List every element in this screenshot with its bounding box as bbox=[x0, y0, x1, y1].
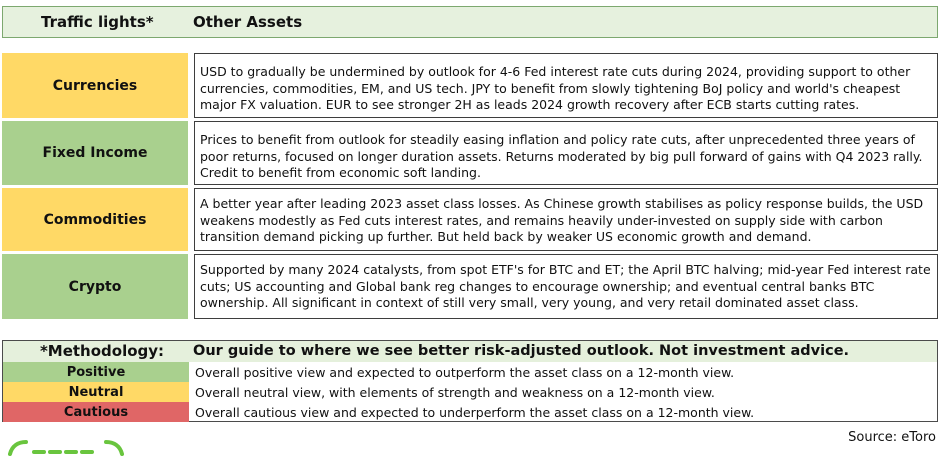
legend-text: Overall neutral view, with elements of s… bbox=[195, 384, 715, 400]
asset-name-cell: Fixed Income bbox=[2, 121, 188, 185]
asset-name-cell: Currencies bbox=[2, 53, 188, 118]
asset-description: Prices to benefit from outlook for stead… bbox=[194, 121, 938, 185]
traffic-lights-heading: Traffic lights* bbox=[41, 13, 154, 31]
etoro-logo-icon bbox=[8, 440, 124, 456]
methodology-title: *Methodology: bbox=[39, 342, 165, 360]
legend-label: Positive bbox=[3, 362, 189, 382]
asset-name-cell: Commodities bbox=[2, 188, 188, 251]
asset-row-commodities: Commodities A better year after leading … bbox=[2, 188, 938, 251]
legend-row-neutral: Neutral Overall neutral view, with eleme… bbox=[3, 382, 937, 402]
asset-row-crypto: Crypto Supported by many 2024 catalysts,… bbox=[2, 254, 938, 319]
legend-row-positive: Positive Overall positive view and expec… bbox=[3, 362, 937, 382]
legend-label: Neutral bbox=[3, 382, 189, 402]
methodology-subtitle: Our guide to where we see better risk-ad… bbox=[193, 343, 850, 359]
legend-row-cautious: Cautious Overall cautious view and expec… bbox=[3, 402, 937, 422]
asset-row-fixed-income: Fixed Income Prices to benefit from outl… bbox=[2, 121, 938, 185]
asset-name-cell: Crypto bbox=[2, 254, 188, 319]
methodology-header: *Methodology: Our guide to where we see … bbox=[3, 341, 937, 362]
legend-label: Cautious bbox=[3, 402, 189, 422]
methodology-box: *Methodology: Our guide to where we see … bbox=[2, 340, 938, 422]
asset-description: A better year after leading 2023 asset c… bbox=[194, 188, 938, 251]
legend-text: Overall cautious view and expected to un… bbox=[195, 404, 755, 420]
legend-text: Overall positive view and expected to ou… bbox=[195, 364, 735, 380]
other-assets-heading: Other Assets bbox=[193, 13, 303, 31]
asset-row-currencies: Currencies USD to gradually be undermine… bbox=[2, 53, 938, 118]
asset-description: Supported by many 2024 catalysts, from s… bbox=[194, 254, 938, 319]
table-header: Traffic lights* Other Assets bbox=[2, 6, 938, 38]
source-note: Source: eToro bbox=[848, 430, 936, 445]
asset-description: USD to gradually be undermined by outloo… bbox=[194, 53, 938, 118]
